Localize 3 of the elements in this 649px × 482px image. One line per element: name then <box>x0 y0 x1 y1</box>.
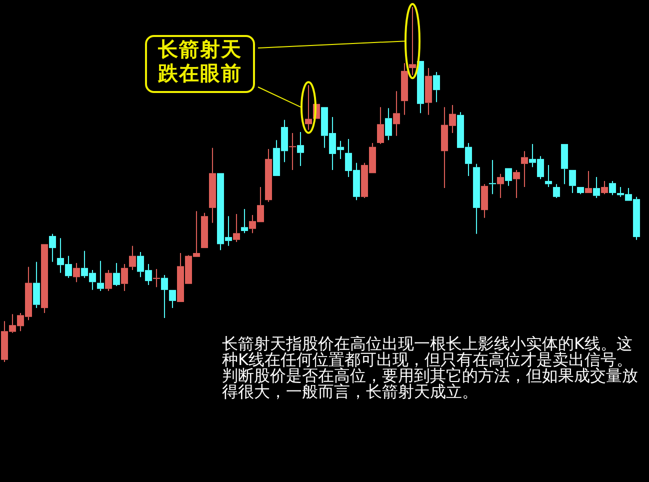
annotation: 跌在眼前 <box>157 61 242 85</box>
annotation: 长箭射天 <box>157 37 242 61</box>
callout: 长箭射天 跌在眼前 <box>145 35 255 93</box>
